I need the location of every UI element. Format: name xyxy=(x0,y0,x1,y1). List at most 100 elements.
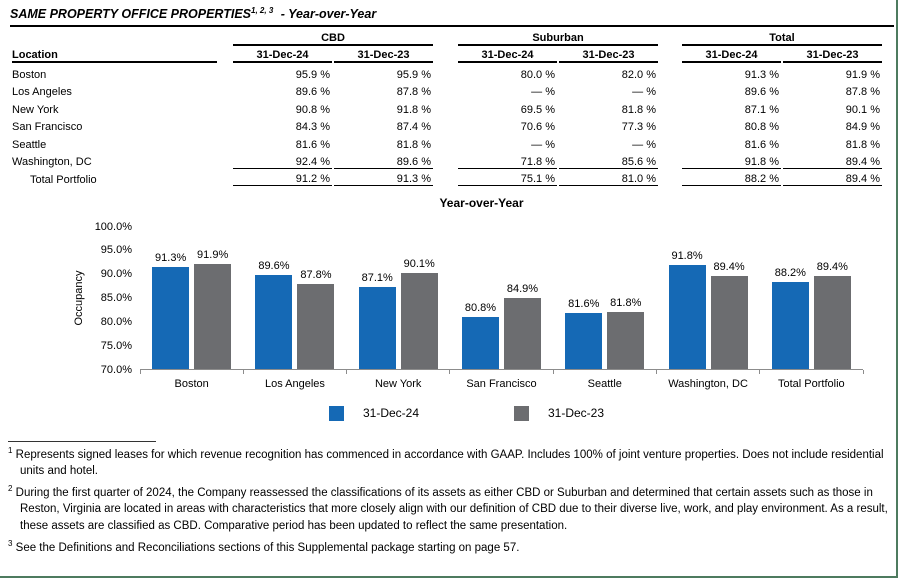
bar-group: 91.8% 89.4% xyxy=(668,250,748,369)
bar-data-label: 87.1% xyxy=(361,272,393,285)
column-gap xyxy=(435,168,456,186)
page-border-right xyxy=(896,0,898,578)
bar-data-label: 90.1% xyxy=(403,257,435,270)
x-axis-tick xyxy=(449,369,451,374)
value-cell: 81.8 % xyxy=(845,138,880,151)
value-cell: 89.4 % xyxy=(845,156,880,169)
empty-cell xyxy=(12,30,217,46)
value-cell: 91.9 % xyxy=(845,68,880,81)
location-header: Location xyxy=(12,46,217,64)
location-cell: Washington, DC xyxy=(12,156,92,169)
footnote-marker: 2 xyxy=(8,483,13,493)
column-gap xyxy=(660,151,680,169)
column-gap xyxy=(435,98,456,116)
bar-31-Dec-23: 87.8% xyxy=(297,269,335,369)
footnote-separator xyxy=(8,440,156,442)
value-cell: 91.8 % xyxy=(744,156,779,169)
column-gap xyxy=(660,98,680,116)
y-tick-label: 95.0% xyxy=(100,244,132,257)
value-cell: 87.8 % xyxy=(845,86,880,99)
value-cell: 81.8 % xyxy=(621,103,656,116)
title-footnote-markers: 1, 2, 3 xyxy=(251,6,274,15)
column-gap xyxy=(660,133,680,151)
footnote-1: 1 Represents signed leases for which rev… xyxy=(8,445,884,478)
legend-label: 31-Dec-24 xyxy=(362,406,419,421)
page-border-bottom xyxy=(0,576,898,578)
chart-title: Year-over-Year xyxy=(439,195,524,210)
bar-data-label: 89.4% xyxy=(713,261,745,274)
bar-group: 89.6% 87.8% xyxy=(255,260,335,369)
bar-31-Dec-23: 89.4% xyxy=(813,261,851,369)
value-cell: 70.6 % xyxy=(520,121,555,134)
value-cell: 91.3 % xyxy=(744,68,779,81)
bar-group: 88.2% 89.4% xyxy=(771,261,851,369)
column-gap xyxy=(435,116,456,134)
column-gap xyxy=(219,168,231,186)
bar-data-label: 89.6% xyxy=(258,260,290,273)
value-cell: 95.9 % xyxy=(295,68,330,81)
x-axis-tick xyxy=(655,369,657,374)
x-axis-category-label: Boston xyxy=(174,377,209,390)
bar-data-label: 84.9% xyxy=(506,282,539,295)
column-gap xyxy=(219,30,231,46)
plot-wrap: 91.3% 91.9% 89.6% 87.8% 87.1% 90.1% 80.8% 84.9%… xyxy=(139,227,864,390)
x-axis-tick xyxy=(139,369,141,374)
chart-legend: 31-Dec-24 31-Dec-23 xyxy=(70,405,863,421)
bar-31-Dec-24: 91.3% xyxy=(152,252,190,369)
location-cell: Boston xyxy=(12,68,47,81)
x-axis-category-label: Total Portfolio xyxy=(778,377,845,390)
bar-31-Dec-23: 90.1% xyxy=(400,258,438,369)
value-cell: 89.6 % xyxy=(744,86,779,99)
value-cell: 90.1 % xyxy=(845,103,880,116)
value-cell: 84.9 % xyxy=(845,121,880,134)
x-axis-tick xyxy=(759,369,761,374)
value-cell: 91.8 % xyxy=(396,103,431,116)
x-axis-category-label: Seattle xyxy=(587,377,622,390)
bar-data-label: 81.6% xyxy=(568,298,600,311)
table-row: Boston 95.9 % 95.9 % 80.0 % 82.0 % 91.3 % 91.9… xyxy=(12,63,882,81)
col-header-tot-24: 31-Dec-24 xyxy=(682,46,781,64)
x-axis-labels: Boston Los Angeles New York San Francisco Se… xyxy=(140,370,863,390)
bar-31-Dec-23: 81.8% xyxy=(607,297,645,369)
value-cell: 91.3 % xyxy=(334,168,433,186)
x-axis-category-label: Los Angeles xyxy=(264,377,325,390)
report-title-text: SAME PROPERTY OFFICE PROPERTIES xyxy=(10,7,252,22)
value-cell: 95.9 % xyxy=(396,68,431,81)
table-row: Seattle 81.6 % 81.8 % — % — % 81.6 % 81.8 % xyxy=(12,133,882,151)
table-body: Boston 95.9 % 95.9 % 80.0 % 82.0 % 91.3 % 91.9… xyxy=(12,63,882,186)
bar-31-Dec-24: 88.2% xyxy=(771,267,809,369)
location-cell: Total Portfolio xyxy=(30,173,97,186)
y-axis-ticks: 100.0% 95.0% 90.0% 85.0% 80.0% 75.0% 70.0% xyxy=(88,221,140,376)
value-cell: 87.1 % xyxy=(744,103,779,116)
value-cell: 81.0 % xyxy=(559,168,658,186)
bar-31-Dec-24: 89.6% xyxy=(255,260,293,369)
bar-31-Dec-23: 91.9% xyxy=(194,249,232,369)
bar-data-label: 91.9% xyxy=(197,249,229,262)
value-cell: 87.8 % xyxy=(396,86,431,99)
bar-data-label: 91.3% xyxy=(155,252,187,265)
value-cell: 92.4 % xyxy=(295,156,330,169)
column-gap xyxy=(435,46,456,63)
value-cell: 77.3 % xyxy=(621,121,656,134)
bar-data-label: 87.8% xyxy=(300,268,332,281)
table-row: Los Angeles 89.6 % 87.8 % — % — % 89.6 % 87.8 … xyxy=(12,81,882,99)
column-gap xyxy=(219,98,231,116)
col-header-sub-23: 31-Dec-23 xyxy=(559,46,658,64)
x-axis-category-label: Washington, DC xyxy=(668,377,748,390)
value-cell: 81.8 % xyxy=(396,138,431,151)
value-cell: 89.6 % xyxy=(396,156,431,169)
footnote-marker: 1 xyxy=(8,445,13,455)
bar-31-Dec-24: 91.8% xyxy=(668,250,706,369)
x-axis-tick xyxy=(242,369,244,374)
group-header-cbd: CBD xyxy=(233,30,433,47)
col-header-tot-23: 31-Dec-23 xyxy=(783,46,882,64)
col-header-cbd-24: 31-Dec-24 xyxy=(233,46,332,64)
bar-data-label: 81.8% xyxy=(610,297,642,310)
occupancy-bar-chart: Year-over-Year Occupancy 100.0% 95.0% 90.0… xyxy=(70,195,864,421)
column-gap xyxy=(219,46,231,63)
group-header-row: CBD Suburban Total xyxy=(12,30,882,47)
footnotes: 1 Represents signed leases for which rev… xyxy=(8,440,900,557)
column-header-row: Location 31-Dec-24 31-Dec-23 31-Dec-24 3… xyxy=(12,46,882,64)
footnote-3: 3 See the Definitions and Reconciliation… xyxy=(8,538,520,554)
y-tick-label: 70.0% xyxy=(100,363,132,376)
